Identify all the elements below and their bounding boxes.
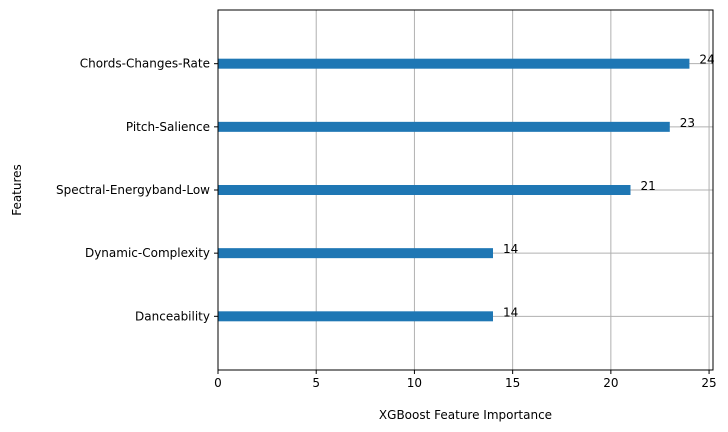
bar-value-label: 14 [503,305,518,319]
bar [218,121,670,132]
x-axis-title: XGBoost Feature Importance [379,408,552,422]
y-tick-label: Dynamic-Complexity [85,246,210,260]
bar [218,185,631,195]
bar [218,311,493,322]
bar-value-label: 23 [680,116,695,130]
y-tick-label: Danceability [135,309,210,323]
bar [218,58,690,69]
y-tick-label: Pitch-Salience [126,120,210,134]
x-tick-label: 20 [603,376,618,390]
y-tick-label: Spectral-Energyband-Low [56,183,210,197]
ticks-layer [214,63,710,374]
bar-value-label: 24 [699,53,714,67]
bars-layer [218,58,690,322]
labels-layer: 0 5 10 15 20 25 Danceability 14 Dynamic-Complexi… [56,53,717,390]
bar-value-label: 14 [503,242,518,256]
bar-value-label: 21 [641,179,656,193]
y-tick-label: Chords-Changes-Rate [80,57,210,71]
x-tick-label: 5 [312,376,320,390]
bar [218,248,493,259]
x-tick-label: 0 [214,376,222,390]
x-tick-label: 10 [407,376,422,390]
y-axis-title: Features [10,164,24,216]
x-tick-label: 25 [701,376,716,390]
x-tick-label: 15 [505,376,520,390]
